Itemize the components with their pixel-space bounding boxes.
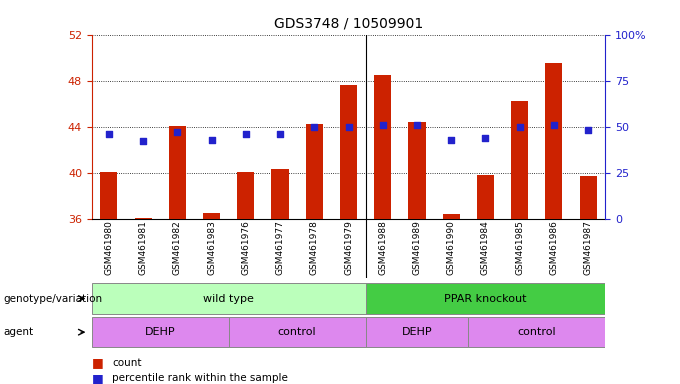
Bar bbox=[92, 283, 366, 314]
Bar bbox=[169, 126, 186, 219]
Point bbox=[138, 138, 149, 144]
Text: GSM461981: GSM461981 bbox=[139, 220, 148, 275]
Bar bbox=[101, 172, 118, 219]
Text: GSM461988: GSM461988 bbox=[378, 220, 387, 275]
Text: GSM461984: GSM461984 bbox=[481, 220, 490, 275]
Text: GSM461990: GSM461990 bbox=[447, 220, 456, 275]
Text: GSM461987: GSM461987 bbox=[583, 220, 592, 275]
Text: ■: ■ bbox=[92, 356, 103, 369]
Text: GSM461978: GSM461978 bbox=[310, 220, 319, 275]
Text: count: count bbox=[112, 358, 141, 368]
Text: GSM461989: GSM461989 bbox=[413, 220, 422, 275]
Text: PPAR knockout: PPAR knockout bbox=[444, 293, 526, 304]
Point bbox=[172, 129, 183, 135]
Text: GSM461979: GSM461979 bbox=[344, 220, 353, 275]
Text: GSM461982: GSM461982 bbox=[173, 220, 182, 275]
Point bbox=[241, 131, 252, 137]
Point bbox=[446, 137, 457, 143]
Point bbox=[583, 127, 594, 134]
Bar bbox=[135, 218, 152, 219]
Bar bbox=[340, 85, 357, 219]
Text: ■: ■ bbox=[92, 372, 103, 384]
Bar bbox=[366, 283, 605, 314]
Text: control: control bbox=[278, 327, 316, 337]
Bar bbox=[545, 63, 562, 219]
Bar bbox=[271, 169, 288, 219]
Point bbox=[514, 124, 525, 130]
Text: agent: agent bbox=[3, 327, 33, 337]
Text: percentile rank within the sample: percentile rank within the sample bbox=[112, 373, 288, 383]
Point bbox=[275, 131, 286, 137]
Text: genotype/variation: genotype/variation bbox=[3, 293, 103, 304]
Point bbox=[206, 137, 217, 143]
Point bbox=[411, 122, 422, 128]
Bar bbox=[92, 318, 228, 347]
Text: GSM461980: GSM461980 bbox=[105, 220, 114, 275]
Bar bbox=[443, 214, 460, 219]
Text: GSM461985: GSM461985 bbox=[515, 220, 524, 275]
Bar bbox=[374, 75, 391, 219]
Bar bbox=[469, 318, 605, 347]
Bar bbox=[228, 318, 366, 347]
Text: wild type: wild type bbox=[203, 293, 254, 304]
Bar bbox=[477, 175, 494, 219]
Text: GSM461976: GSM461976 bbox=[241, 220, 250, 275]
Text: control: control bbox=[517, 327, 556, 337]
Bar bbox=[203, 213, 220, 219]
Point bbox=[343, 124, 354, 130]
Point bbox=[549, 122, 560, 128]
Bar bbox=[237, 172, 254, 219]
Bar bbox=[409, 122, 426, 219]
Point bbox=[309, 124, 320, 130]
Text: GSM461977: GSM461977 bbox=[275, 220, 284, 275]
Text: GSM461983: GSM461983 bbox=[207, 220, 216, 275]
Bar bbox=[366, 318, 469, 347]
Point bbox=[480, 135, 491, 141]
Bar bbox=[306, 124, 323, 219]
Bar bbox=[511, 101, 528, 219]
Point bbox=[377, 122, 388, 128]
Text: GSM461986: GSM461986 bbox=[549, 220, 558, 275]
Text: DEHP: DEHP bbox=[145, 327, 175, 337]
Bar bbox=[579, 176, 596, 219]
Point bbox=[103, 131, 114, 137]
Title: GDS3748 / 10509901: GDS3748 / 10509901 bbox=[274, 17, 423, 31]
Text: DEHP: DEHP bbox=[402, 327, 432, 337]
